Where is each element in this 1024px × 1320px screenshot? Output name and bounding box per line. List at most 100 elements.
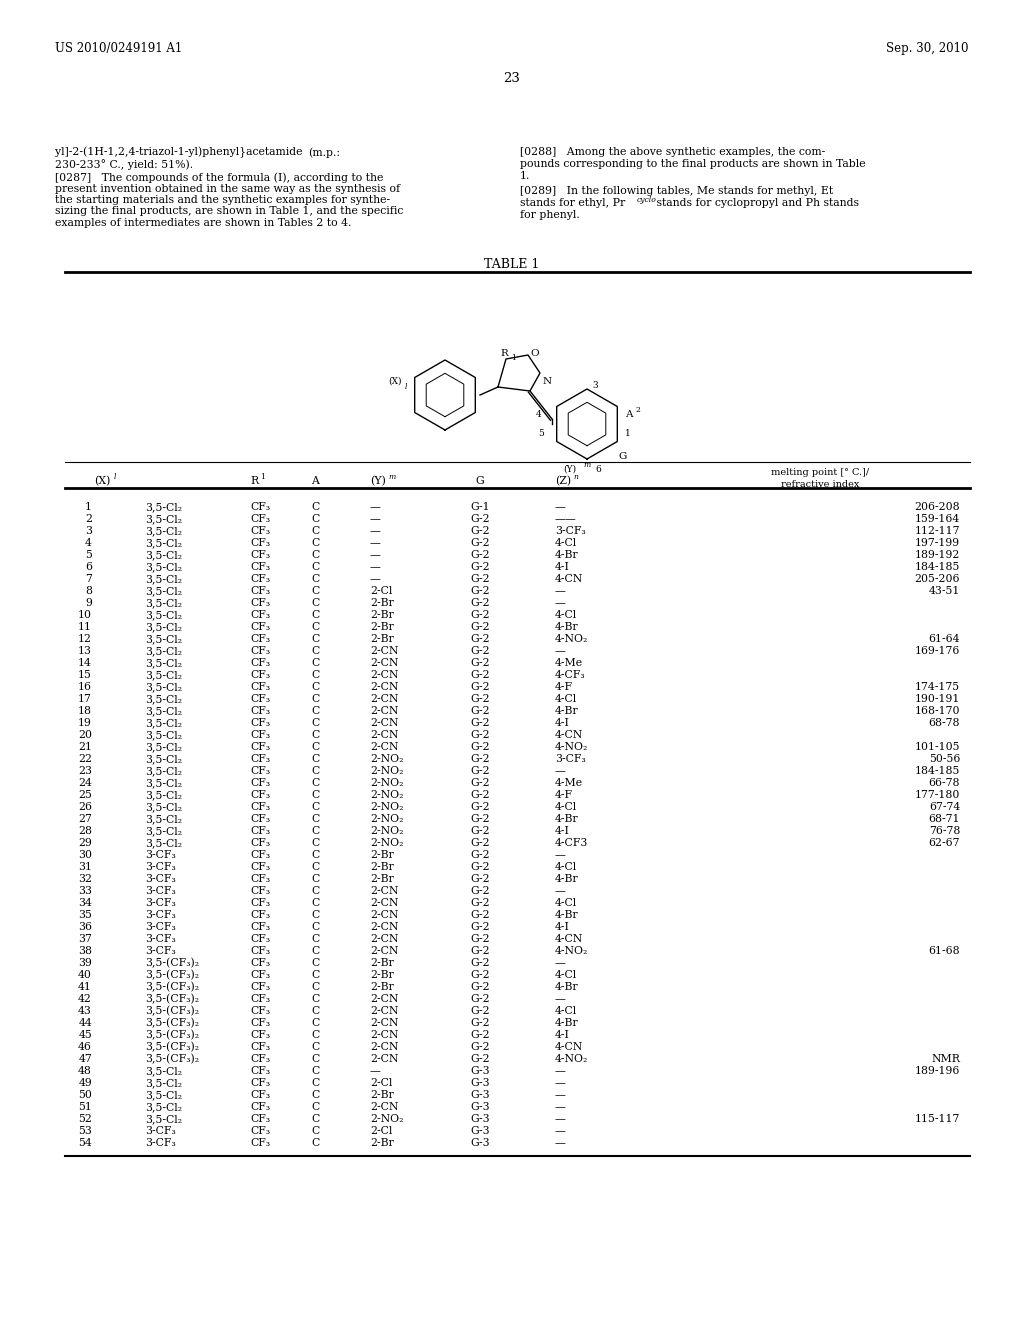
Text: CF₃: CF₃ <box>250 610 270 620</box>
Text: C: C <box>311 645 319 656</box>
Text: 43-51: 43-51 <box>929 586 961 597</box>
Text: R: R <box>250 477 258 486</box>
Text: 39: 39 <box>78 958 92 968</box>
Text: 6: 6 <box>595 465 601 474</box>
Text: N: N <box>543 378 552 385</box>
Text: 3,5-Cl₂: 3,5-Cl₂ <box>145 718 182 729</box>
Text: 4-Cl: 4-Cl <box>555 862 578 873</box>
Text: the starting materials and the synthetic examples for synthe-: the starting materials and the synthetic… <box>55 195 390 205</box>
Text: C: C <box>311 789 319 800</box>
Text: 4-F: 4-F <box>555 682 573 692</box>
Text: 2-Br: 2-Br <box>370 970 394 979</box>
Text: C: C <box>311 898 319 908</box>
Text: O: O <box>530 348 539 358</box>
Text: 2-Br: 2-Br <box>370 862 394 873</box>
Text: —: — <box>555 1090 566 1100</box>
Text: 17: 17 <box>78 694 92 704</box>
Text: C: C <box>311 1006 319 1016</box>
Text: C: C <box>311 742 319 752</box>
Text: 3,5-Cl₂: 3,5-Cl₂ <box>145 622 182 632</box>
Text: 3,5-(CF₃)₂: 3,5-(CF₃)₂ <box>145 1041 199 1052</box>
Text: 4-Cl: 4-Cl <box>555 539 578 548</box>
Text: 4-Br: 4-Br <box>555 874 579 884</box>
Text: 50: 50 <box>78 1090 92 1100</box>
Text: G-2: G-2 <box>470 850 489 861</box>
Text: 2-CN: 2-CN <box>370 742 398 752</box>
Text: 50-56: 50-56 <box>929 754 961 764</box>
Text: 2-CN: 2-CN <box>370 730 398 741</box>
Text: CF₃: CF₃ <box>250 513 270 524</box>
Text: CF₃: CF₃ <box>250 1006 270 1016</box>
Text: 3,5-(CF₃)₂: 3,5-(CF₃)₂ <box>145 1018 199 1028</box>
Text: 3: 3 <box>592 381 598 389</box>
Text: G-2: G-2 <box>470 706 489 715</box>
Text: [0289]   In the following tables, Me stands for methyl, Et: [0289] In the following tables, Me stand… <box>520 186 834 195</box>
Text: 4-Cl: 4-Cl <box>555 803 578 812</box>
Text: 1.: 1. <box>520 172 530 181</box>
Text: 1: 1 <box>260 473 265 480</box>
Text: C: C <box>311 970 319 979</box>
Text: 189-196: 189-196 <box>914 1067 961 1076</box>
Text: present invention obtained in the same way as the synthesis of: present invention obtained in the same w… <box>55 183 400 194</box>
Text: 3,5-(CF₃)₂: 3,5-(CF₃)₂ <box>145 1053 199 1064</box>
Text: 174-175: 174-175 <box>914 682 961 692</box>
Text: G-2: G-2 <box>470 730 489 741</box>
Text: 2-CN: 2-CN <box>370 909 398 920</box>
Text: 4-Cl: 4-Cl <box>555 898 578 908</box>
Text: stands for cyclopropyl and Ph stands: stands for cyclopropyl and Ph stands <box>653 198 859 209</box>
Text: 47: 47 <box>78 1053 92 1064</box>
Text: 3,5-Cl₂: 3,5-Cl₂ <box>145 586 182 597</box>
Text: 23: 23 <box>504 73 520 84</box>
Text: C: C <box>311 754 319 764</box>
Text: 3,5-(CF₃)₂: 3,5-(CF₃)₂ <box>145 982 199 993</box>
Text: CF₃: CF₃ <box>250 682 270 692</box>
Text: 115-117: 115-117 <box>914 1114 961 1125</box>
Text: 2-CN: 2-CN <box>370 694 398 704</box>
Text: R: R <box>500 348 508 358</box>
Text: CF₃: CF₃ <box>250 766 270 776</box>
Text: CF₃: CF₃ <box>250 921 270 932</box>
Text: 3,5-Cl₂: 3,5-Cl₂ <box>145 1067 182 1076</box>
Text: 54: 54 <box>78 1138 92 1148</box>
Text: C: C <box>311 814 319 824</box>
Text: 2-NO₂: 2-NO₂ <box>370 803 403 812</box>
Text: 46: 46 <box>78 1041 92 1052</box>
Text: 2-CN: 2-CN <box>370 1030 398 1040</box>
Text: C: C <box>311 1053 319 1064</box>
Text: CF₃: CF₃ <box>250 970 270 979</box>
Text: 4-NO₂: 4-NO₂ <box>555 946 589 956</box>
Text: 3,5-Cl₂: 3,5-Cl₂ <box>145 754 182 764</box>
Text: CF₃: CF₃ <box>250 671 270 680</box>
Text: 12: 12 <box>78 634 92 644</box>
Text: C: C <box>311 694 319 704</box>
Text: 3,5-Cl₂: 3,5-Cl₂ <box>145 730 182 741</box>
Text: 2-Br: 2-Br <box>370 622 394 632</box>
Text: C: C <box>311 502 319 512</box>
Text: refractive index: refractive index <box>781 480 859 488</box>
Text: 3,5-(CF₃)₂: 3,5-(CF₃)₂ <box>145 958 199 969</box>
Text: —: — <box>555 994 566 1005</box>
Text: 20: 20 <box>78 730 92 741</box>
Text: C: C <box>311 946 319 956</box>
Text: 68-78: 68-78 <box>929 718 961 729</box>
Text: C: C <box>311 513 319 524</box>
Text: G-2: G-2 <box>470 994 489 1005</box>
Text: G-2: G-2 <box>470 586 489 597</box>
Text: C: C <box>311 874 319 884</box>
Text: 4-Me: 4-Me <box>555 657 583 668</box>
Text: 33: 33 <box>78 886 92 896</box>
Text: 2-CN: 2-CN <box>370 682 398 692</box>
Text: 66-78: 66-78 <box>929 777 961 788</box>
Text: G-2: G-2 <box>470 539 489 548</box>
Text: 3-CF₃: 3-CF₃ <box>555 525 586 536</box>
Text: —: — <box>555 958 566 968</box>
Text: CF₃: CF₃ <box>250 1090 270 1100</box>
Text: 206-208: 206-208 <box>914 502 961 512</box>
Text: 4-CN: 4-CN <box>555 574 584 583</box>
Text: US 2010/0249191 A1: US 2010/0249191 A1 <box>55 42 182 55</box>
Text: 3-CF₃: 3-CF₃ <box>555 754 586 764</box>
Text: G-2: G-2 <box>470 657 489 668</box>
Text: 177-180: 177-180 <box>914 789 961 800</box>
Text: 23: 23 <box>78 766 92 776</box>
Text: 45: 45 <box>78 1030 92 1040</box>
